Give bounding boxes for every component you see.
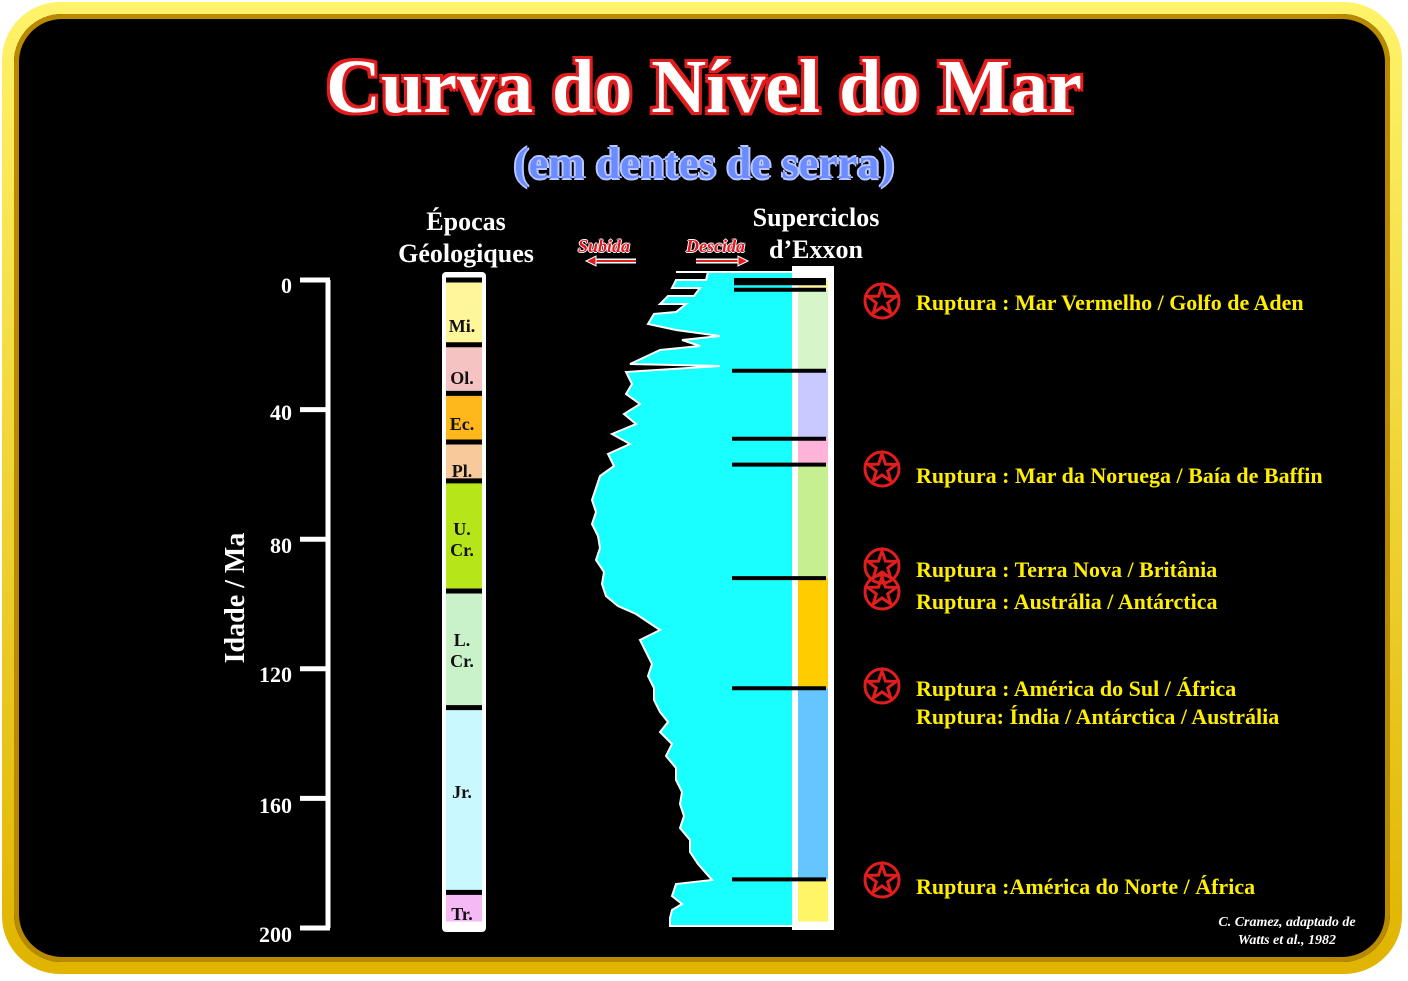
credit-line2: Watts et al., 1982 <box>1237 933 1337 948</box>
rupture-star-icon-3 <box>863 572 901 608</box>
epoch-band-2 <box>446 393 482 442</box>
supercycle-band-3 <box>798 438 828 465</box>
epochs-header-line1: Épocas <box>426 207 506 236</box>
fall-arrow-head <box>737 255 750 267</box>
epoch-label-jurassic: Jr. <box>452 782 472 802</box>
tick-label-40: 40 <box>270 400 292 425</box>
rupture-star-icon-4 <box>863 666 901 702</box>
event-north-america-africa: Ruptura :América do Norte / África <box>916 874 1256 899</box>
credit-note: C. Cramez, adaptado de Watts et al., 198… <box>1192 914 1382 950</box>
rise-arrow-head <box>584 255 597 267</box>
supercycle-band-5 <box>798 578 828 689</box>
rupture-star-icon-1 <box>863 449 901 485</box>
epoch-band-7 <box>446 892 482 922</box>
epoch-band-4 <box>446 480 482 592</box>
supercycles-header: Superciclos d’Exxon <box>730 202 902 266</box>
epoch-band-0 <box>446 280 482 345</box>
fall-label: Descida <box>686 236 745 256</box>
rupture-star-icon-0 <box>863 281 901 317</box>
event-south-america-africa: Ruptura : América do Sul / África <box>916 676 1237 701</box>
sea-level-curve <box>590 271 831 927</box>
tick-label-160: 160 <box>259 793 292 818</box>
epochs-header: Épocas Géologiques <box>380 206 552 270</box>
supercycle-column <box>732 266 834 930</box>
tick-label-80: 80 <box>270 533 292 558</box>
event-norwegian-sea: Ruptura : Mar da Noruega / Baía de Baffi… <box>916 463 1323 488</box>
rise-label: Subida <box>578 236 631 256</box>
age-axis <box>300 277 331 931</box>
epoch-label-upper-cretaceous: U. Cr. <box>450 519 474 560</box>
epoch-label-triassic: Tr. <box>451 904 473 924</box>
tick-label-120: 120 <box>259 662 292 687</box>
event-newfoundland: Ruptura : Terra Nova / Britânia <box>916 557 1218 582</box>
event-red-sea: Ruptura : Mar Vermelho / Golfo de Aden <box>916 290 1304 315</box>
supercycle-band-7 <box>798 879 828 922</box>
event-india-antarctica: Ruptura: Índia / Antárctica / Austrália <box>916 704 1280 729</box>
tick-label-200: 200 <box>259 922 292 947</box>
supercycle-band-6 <box>798 688 828 880</box>
supercycles-header-line1: Superciclos <box>752 203 880 232</box>
sea-level-area <box>590 271 831 927</box>
epoch-column <box>442 272 486 932</box>
epoch-band-6 <box>446 707 482 893</box>
supercycle-band-1 <box>798 289 828 371</box>
epoch-label-paleocene: Pl. <box>451 461 473 481</box>
tick-label-0: 0 <box>281 273 292 298</box>
epoch-band-5 <box>446 591 482 708</box>
epochs-header-line2: Géologiques <box>398 239 534 268</box>
supercycles-header-line2: d’Exxon <box>769 235 863 264</box>
epoch-label-lower-cretaceous: L. Cr. <box>450 630 474 671</box>
supercycle-band-2 <box>798 370 828 439</box>
supercycle-band-4 <box>798 464 828 579</box>
epoch-label-miocene: Mi. <box>448 316 476 336</box>
event-australia-antarctica: Ruptura : Austrália / Antárctica <box>916 589 1218 614</box>
epoch-label-oligocene: Ol. <box>450 368 474 388</box>
direction-arrows <box>584 255 750 267</box>
slide-title: Curva do Nível do Mar <box>326 45 1082 129</box>
credit-line1: C. Cramez, adaptado de <box>1218 915 1356 930</box>
epoch-band-3 <box>446 442 482 481</box>
rupture-star-icon-5 <box>863 860 901 896</box>
rupture-star-icon-2 <box>863 546 901 582</box>
epoch-band-1 <box>446 344 482 394</box>
rupture-markers <box>863 281 901 899</box>
epoch-label-eocene: Ec. <box>449 414 475 434</box>
slide-subtitle: (em dentes de serra) <box>514 139 894 188</box>
